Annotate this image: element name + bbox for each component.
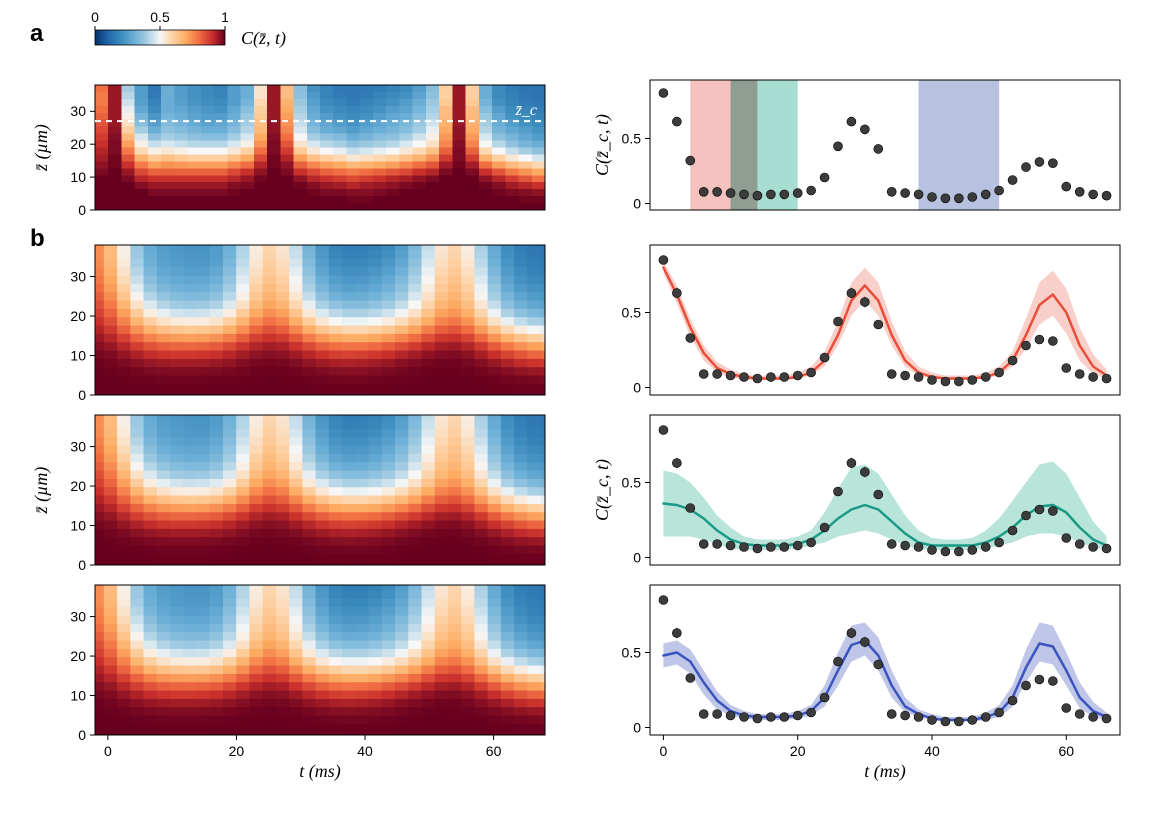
svg-text:10: 10 bbox=[70, 169, 86, 185]
svg-text:0: 0 bbox=[78, 202, 86, 218]
panel-label-a: a bbox=[30, 20, 43, 48]
panel-b-trace-3: 00.50204060t (ms) bbox=[622, 582, 1120, 782]
panel-label-b: b bbox=[30, 225, 45, 253]
heatmap bbox=[95, 585, 546, 736]
colorbar: 0 0.5 1 C(z̄, t) bbox=[91, 9, 286, 49]
panel-b-heatmap-1: 0102030 bbox=[70, 245, 545, 403]
panel-a-trace: 00.5C(z̄_c, t) bbox=[592, 80, 1120, 211]
svg-text:z̄_c: z̄_c bbox=[515, 102, 537, 119]
heatmap bbox=[95, 85, 546, 211]
panel-a-heatmap: z̄_c 0 10 20 30 z̄ (µm) bbox=[31, 85, 546, 218]
svg-text:0.5: 0.5 bbox=[150, 9, 170, 25]
figure-svg: 00.51C(z̄, t)z̄_c0102030z̄ (µm)010203001… bbox=[0, 0, 1166, 810]
panel-b-trace-1: 00.5 bbox=[622, 245, 1120, 395]
svg-text:C(z̄, t): C(z̄, t) bbox=[241, 28, 286, 49]
panel-b-heatmap-2: 0102030z̄ (µm) bbox=[31, 415, 546, 573]
panel-b-heatmap-3: 01020300204060t (ms) bbox=[70, 582, 545, 782]
heatmap bbox=[95, 415, 546, 566]
svg-text:z̄ (µm): z̄ (µm) bbox=[31, 124, 52, 172]
svg-text:20: 20 bbox=[70, 136, 86, 152]
svg-text:30: 30 bbox=[70, 103, 86, 119]
panel-b-trace-2: 00.5C(z̄_c, t) bbox=[592, 415, 1120, 565]
heatmap bbox=[95, 245, 546, 396]
svg-text:0: 0 bbox=[91, 9, 99, 25]
figure-root: a b 00.51C(z̄, t)z̄_c0102030z̄ (µm)01020… bbox=[0, 0, 1166, 810]
svg-text:1: 1 bbox=[221, 9, 229, 25]
